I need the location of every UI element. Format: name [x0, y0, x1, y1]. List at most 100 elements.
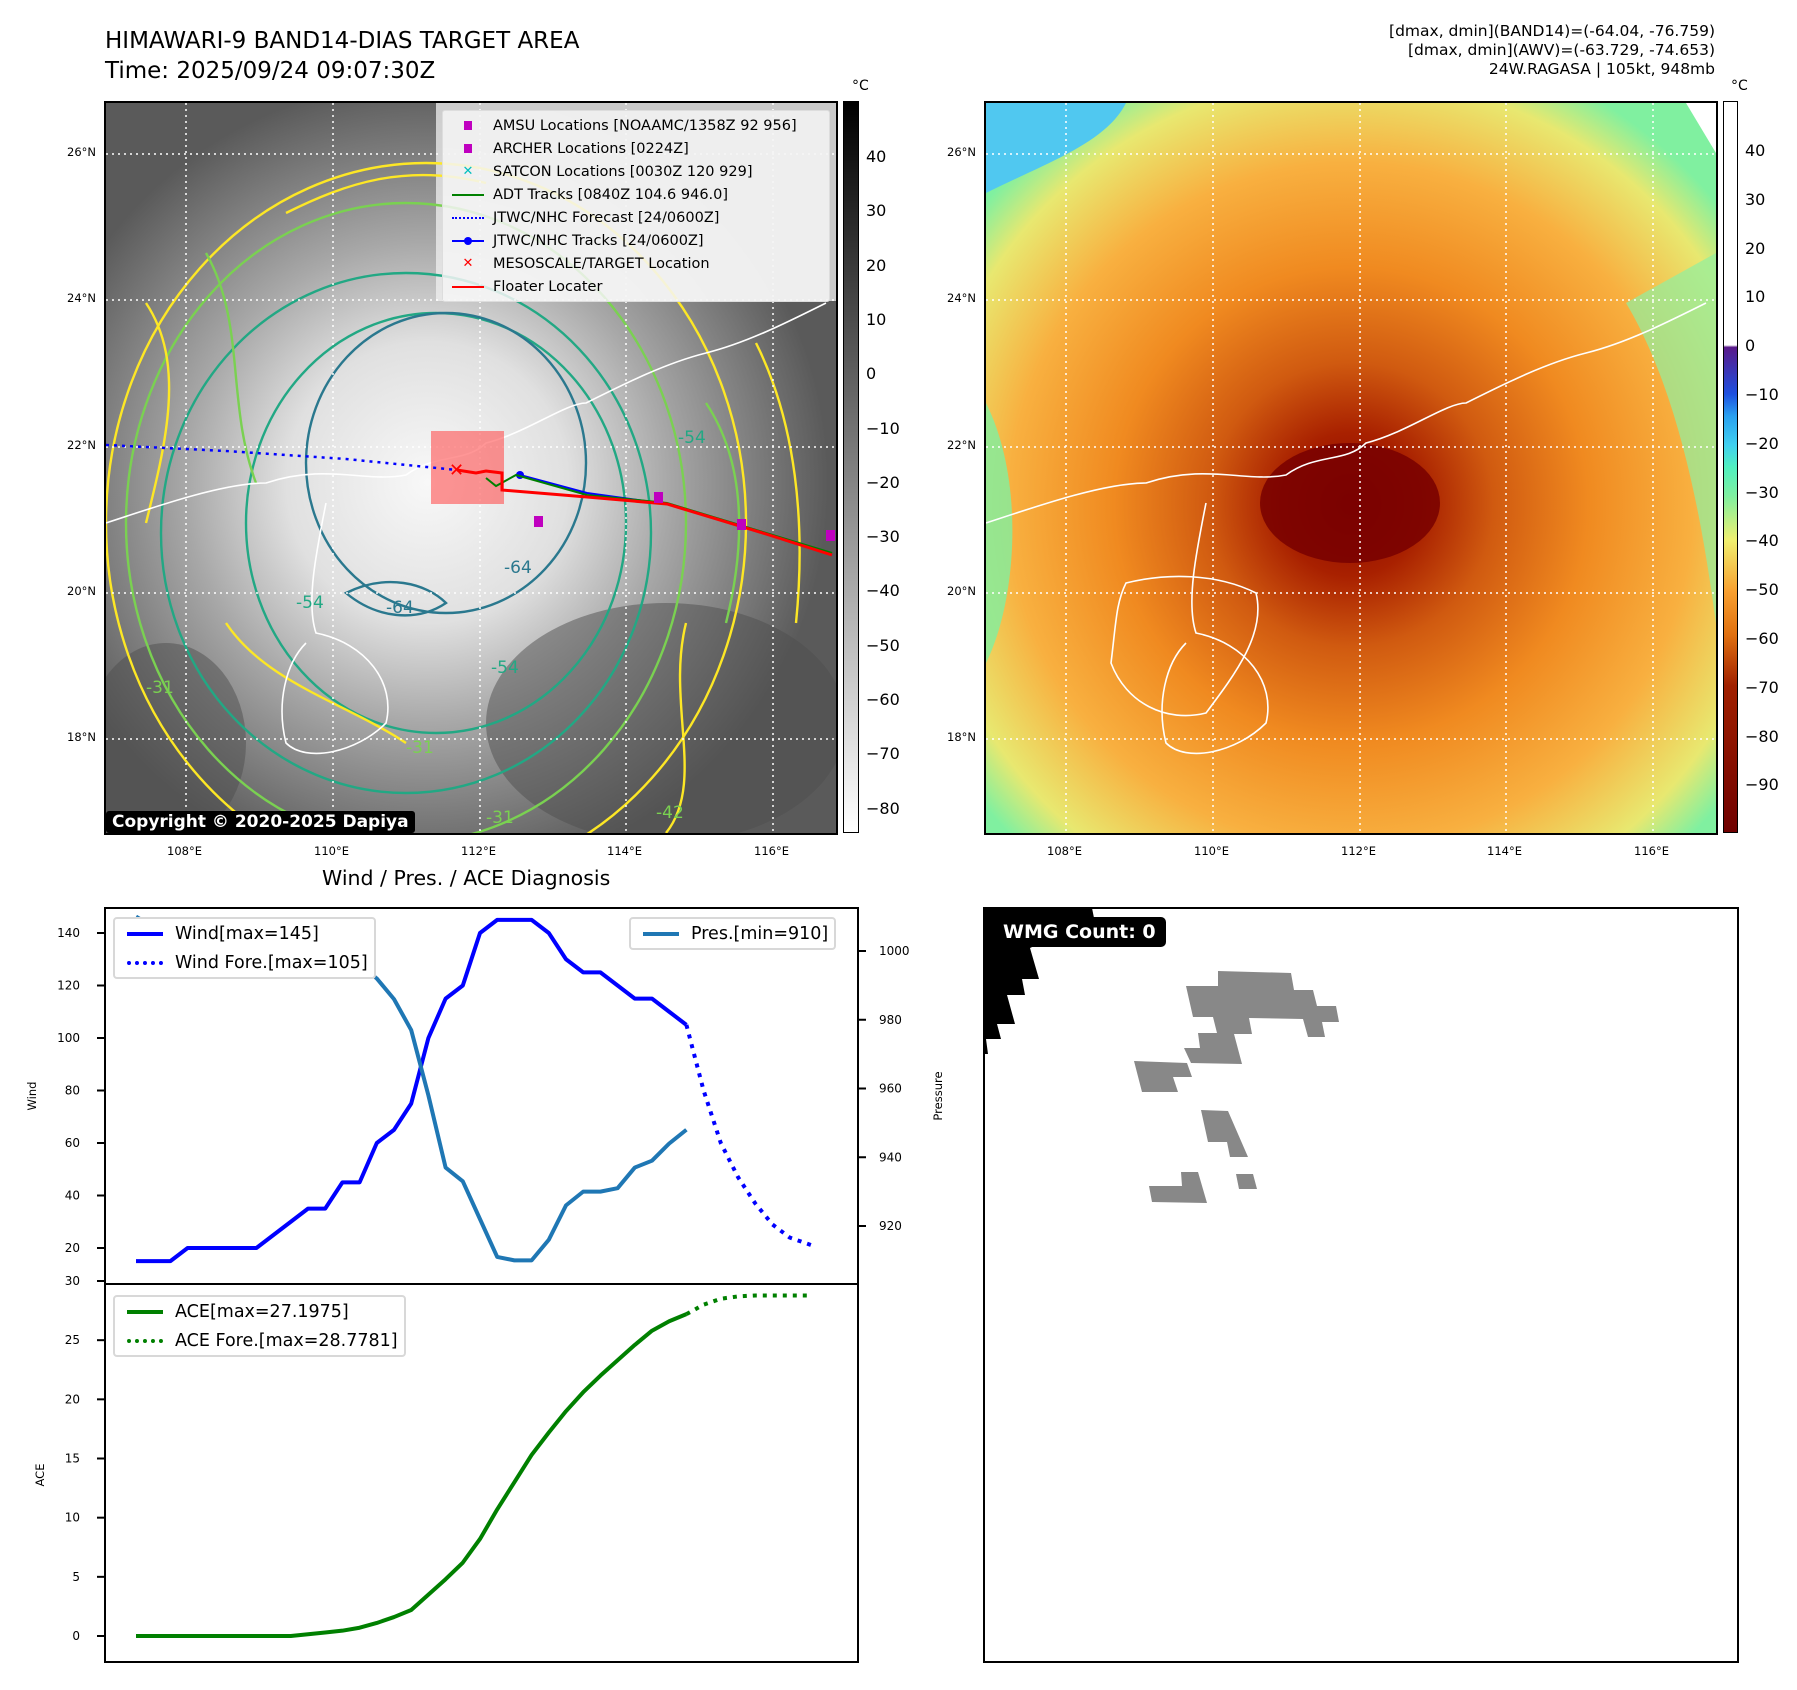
colorbar-tick-label: −70	[866, 744, 900, 764]
ace-tick-label: 20	[65, 1392, 80, 1406]
colorbar-tick-label: −80	[866, 798, 900, 818]
legend-item-mesoscale: ✕ MESOSCALE/TARGET Location	[443, 252, 829, 275]
colorbar-tick-label: 10	[866, 309, 887, 329]
band14-range: [dmax, dmin](BAND14)=(-64.04, -76.759)	[1389, 22, 1715, 40]
contour-label: -54	[491, 658, 519, 678]
awv-range: [dmax, dmin](AWV)=(-63.729, -74.653)	[1408, 41, 1715, 59]
wind-line	[136, 917, 688, 1264]
colorbar-tick-label: −50	[1745, 580, 1779, 600]
longitude-label: 108°E	[1047, 843, 1082, 858]
wind-tick-label: 80	[65, 1084, 80, 1098]
pressure-tick-label: 940	[879, 1150, 902, 1164]
ace-tick-label: 25	[65, 1333, 80, 1347]
square-marker-icon	[464, 121, 472, 130]
latitude-label: 24°N	[67, 290, 96, 305]
contour-label: -64	[504, 558, 532, 578]
title-line: HIMAWARI-9 BAND14-DIAS TARGET AREA	[105, 28, 580, 54]
colorbar-tick-label: −30	[866, 527, 900, 547]
contour-labels: -64 -64 -54 -54 -54 -31 -31 -31 -42	[146, 428, 706, 828]
longitude-label: 110°E	[1194, 843, 1229, 858]
ace-tick-label: 15	[65, 1452, 80, 1466]
ace-legend: ACE[max=27.1975] ACE Fore.[max=28.7781]	[113, 1295, 406, 1357]
awv-map	[984, 101, 1718, 835]
latitude-label: 20°N	[67, 583, 96, 598]
colorbar-tick-label: 0	[866, 364, 877, 384]
wind-axis-label: Wind	[25, 1082, 39, 1111]
colorbar-tick-label: −20	[866, 472, 900, 492]
wind-tick-label: 40	[65, 1189, 80, 1203]
colorbar-tick-label: −40	[866, 581, 900, 601]
wmg-count-badge: WMG Count: 0	[993, 917, 1166, 947]
solid-line-icon	[127, 1309, 163, 1314]
legend-label: ADT Tracks [0840Z 104.6 946.0]	[493, 186, 729, 203]
pressure-tick-label: 960	[879, 1082, 902, 1096]
wind-tick-label: 100	[57, 1031, 80, 1045]
colorbar-tick-label: −20	[1745, 433, 1779, 453]
contour-label: -31	[406, 738, 434, 758]
legend-item-wind-forecast: Wind Fore.[max=105]	[115, 948, 374, 977]
longitude-label: 116°E	[1634, 843, 1669, 858]
latitude-label: 20°N	[947, 583, 976, 598]
legend-label: MESOSCALE/TARGET Location	[493, 255, 710, 272]
square-marker-icon	[464, 144, 472, 153]
solid-line-icon	[452, 193, 484, 196]
contour-label: -31	[146, 678, 174, 698]
ace-tick-label: 0	[72, 1629, 80, 1643]
colorbar-left	[843, 101, 859, 833]
latitude-label: 24°N	[947, 290, 976, 305]
target-location-x-marker: ✕	[449, 460, 464, 481]
longitude-label: 108°E	[167, 843, 202, 858]
colorbar-tick-label: 10	[1745, 287, 1766, 307]
coastlines	[986, 302, 1707, 755]
colorbar-tick-label: −50	[866, 635, 900, 655]
pressure-axis-label: Pressure	[931, 1071, 945, 1120]
latitude-label: 26°N	[947, 144, 976, 159]
page-title: HIMAWARI-9 BAND14-DIAS TARGET AREA Time:…	[105, 26, 579, 86]
ace-line	[136, 1312, 688, 1638]
x-marker-icon: ✕	[462, 164, 474, 179]
legend-item-jtwc-tracks: JTWC/NHC Tracks [24/0600Z]	[443, 229, 829, 252]
dotted-line-icon	[127, 1338, 163, 1343]
line-dot-icon	[452, 236, 484, 245]
legend-label: JTWC/NHC Forecast [24/0600Z]	[493, 209, 720, 226]
contour-label: -54	[678, 428, 706, 448]
colorbar-tick-label: 30	[1745, 189, 1766, 209]
colorbar-tick-label: 20	[1745, 238, 1766, 258]
legend-item-ace-forecast: ACE Fore.[max=28.7781]	[115, 1326, 404, 1355]
latitude-label: 18°N	[947, 729, 976, 744]
colorbar-tick-label: −90	[1745, 775, 1779, 795]
legend-label: AMSU Locations [NOAAMC/1358Z 92 956]	[493, 117, 797, 134]
colorbar-tick-label: −60	[1745, 629, 1779, 649]
latitude-label: 22°N	[67, 437, 96, 452]
legend-item-pressure: Pres.[min=910]	[631, 919, 834, 948]
solid-line-icon	[452, 285, 484, 288]
colorbar-tick-label: 20	[866, 255, 887, 275]
ace-tick-label: 5	[72, 1570, 80, 1584]
x-marker-icon: ✕	[462, 256, 474, 271]
colorbar-tick-label: −60	[866, 690, 900, 710]
wind-legend: Wind[max=145] Wind Fore.[max=105]	[113, 917, 376, 979]
ace-tick-label: 30	[65, 1274, 80, 1288]
storm-info: [dmax, dmin](BAND14)=(-64.04, -76.759) […	[1389, 22, 1715, 79]
legend-item-ace: ACE[max=27.1975]	[115, 1297, 404, 1326]
amsu-archer-markers	[534, 492, 835, 541]
legend-label: SATCON Locations [0030Z 120 929]	[493, 163, 753, 180]
legend-label: ACE[max=27.1975]	[175, 1301, 349, 1322]
colorbar-tick-label: −30	[1745, 482, 1779, 502]
colorbar-tick-label: 30	[866, 201, 887, 221]
ace-forecast-line	[685, 1293, 812, 1316]
contour-label: -54	[296, 593, 324, 613]
wind-tick-label: 60	[65, 1136, 80, 1150]
latitude-label: 22°N	[947, 437, 976, 452]
legend-item-amsu: AMSU Locations [NOAAMC/1358Z 92 956]	[443, 114, 829, 137]
wind-tick-label: 140	[57, 926, 80, 940]
solid-line-icon	[643, 931, 679, 936]
awv-imagery	[986, 103, 1716, 833]
legend-item-floater: Floater Locater	[443, 275, 829, 298]
longitude-label: 114°E	[1487, 843, 1522, 858]
copyright-label: Copyright © 2020-2025 Dapiya	[106, 811, 415, 833]
legend-item-jtwc-forecast: JTWC/NHC Forecast [24/0600Z]	[443, 206, 829, 229]
legend-item-satcon: ✕ SATCON Locations [0030Z 120 929]	[443, 160, 829, 183]
ace-axes	[104, 1283, 859, 1663]
colorbar-tick-label: 40	[866, 147, 887, 167]
